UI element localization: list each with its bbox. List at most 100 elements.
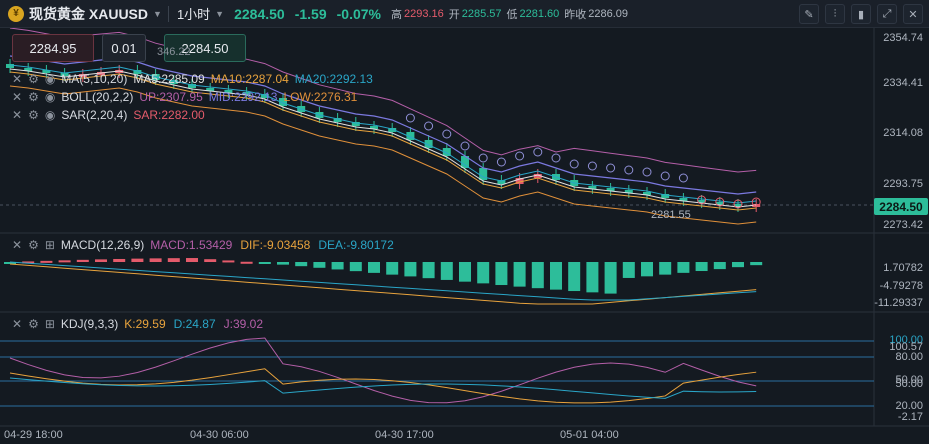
macd-bar [422,262,435,279]
buy-price-button[interactable]: 2284.50 [164,34,246,62]
kdj-name: KDJ(9,3,3) [60,317,119,331]
settings-icon[interactable]: ⚙ [28,90,39,104]
macd-bar [622,262,635,278]
chevron-down-icon[interactable]: ▼ [215,8,225,19]
boll-low-value: LOW:2276.31 [283,90,358,104]
candle-body [279,98,287,106]
candle-body [206,88,215,91]
candle-body [606,188,615,191]
price-tick: 2334.41 [883,77,923,89]
eye-icon[interactable]: ◉ [44,90,56,104]
close-icon[interactable]: ✕ [903,4,923,24]
settings-icon[interactable]: ⚙ [28,238,39,252]
candle-body [169,80,178,84]
chevron-down-icon[interactable]: ▼ [153,8,162,19]
macd-bar [586,262,599,293]
ma20-value: MA20:2292.13 [294,72,373,86]
candle-body [260,94,269,98]
macd-bar [713,262,726,270]
plus-box-icon[interactable]: ⊞ [44,238,55,252]
macd-bar [495,262,508,286]
macd-bar [477,262,490,284]
close-icon[interactable]: ✕ [12,238,23,252]
sar-dot [733,199,743,209]
macd-tick: 1.70782 [883,262,923,274]
price-chart[interactable] [0,28,929,444]
draw-tool-icon[interactable]: ✎ [799,4,819,24]
macd-bar [440,262,453,280]
timeframe-selector[interactable]: 1小时 [176,7,211,22]
prev-close-value: 2286.09 [588,7,629,20]
macd-legend: ✕ ⚙ ⊞ MACD(12,26,9) MACD:1.53429 DIF:-9.… [12,238,394,252]
k-line [9,368,757,404]
macd-bar [204,259,217,262]
close-icon[interactable]: ✕ [12,72,23,86]
macd-bar [404,262,417,277]
high-value: 2293.16 [403,7,444,20]
kdj-tick: 80.00 [895,351,923,363]
macd-name: MACD(12,26,9) [60,238,145,252]
macd-bar [386,262,399,275]
candle-body [242,92,251,95]
sar-dot [660,171,670,181]
macd-bar [641,262,653,277]
settings-icon[interactable]: ⚙ [28,108,39,122]
candle-body [388,128,397,132]
macd-bar [550,262,562,290]
settings-icon[interactable]: ⚙ [28,72,39,86]
j-value: J:39.02 [223,317,264,331]
macd-bar [22,261,35,264]
j-line [9,337,757,404]
macd-bar [113,258,126,262]
sar-dot [697,195,707,205]
macd-bar [186,258,198,262]
settings-icon[interactable]: ⚙ [28,317,39,331]
macd-bar [568,262,581,292]
macd-bar [258,262,271,264]
macd-bar [368,262,380,273]
plus-box-icon[interactable]: ⊞ [44,317,55,331]
candle-body [60,73,69,76]
boll-up-value: UP:2307.95 [139,90,203,104]
price-change-pct: -0.07% [336,5,381,22]
macd-bar [58,260,71,263]
close-icon[interactable]: ✕ [12,108,23,122]
eye-icon[interactable]: ◉ [44,108,56,122]
close-icon[interactable]: ✕ [12,317,23,331]
eye-icon[interactable]: ◉ [44,72,56,86]
sar-dot [569,159,579,169]
close-icon[interactable]: ✕ [12,90,23,104]
indicator-icon[interactable]: ⫶ [825,4,845,24]
macd-bar [750,262,763,266]
candle-body [661,194,670,198]
candle-body [406,132,415,140]
sell-price-button[interactable]: 2284.95 [12,34,94,62]
candle-body [424,140,433,148]
kdj-tick: 50.00 [895,378,923,390]
ma10-line [9,71,757,211]
boll-legend: ✕ ⚙ ◉ BOLL(20,2,2) UP:2307.95 MID:2292.1… [12,90,357,104]
time-tick: 04-30 06:00 [190,429,249,441]
candlestick-icon[interactable]: ▮ [851,4,871,24]
macd-bar [222,260,235,263]
candle-body [697,200,706,203]
sar-dot [405,113,415,123]
macd-bar [4,262,16,264]
macd-bar [295,262,308,267]
ma-legend: ✕ ⚙ ◉ MA(5,10,20) MA5:2285.09 MA10:2287.… [12,72,373,86]
open-value: 2285.57 [461,7,502,20]
sar-dot [751,197,761,207]
candle-body [461,156,469,168]
macd-bar [659,262,672,275]
kdj-tick: 100.00 [889,334,923,346]
fullscreen-icon[interactable]: ⤢ [877,4,897,24]
kdj-tick: -2.17 [897,411,923,423]
macd-bar [149,258,162,262]
spread-field[interactable]: 0.01 [102,34,146,62]
symbol-name[interactable]: 现货黄金 XAUUSD [29,5,149,22]
low-value: 2281.60 [519,7,560,20]
candle-body [42,70,51,73]
macd-bar [695,262,708,272]
sar-dot [551,153,561,163]
sar-dot [424,121,434,131]
